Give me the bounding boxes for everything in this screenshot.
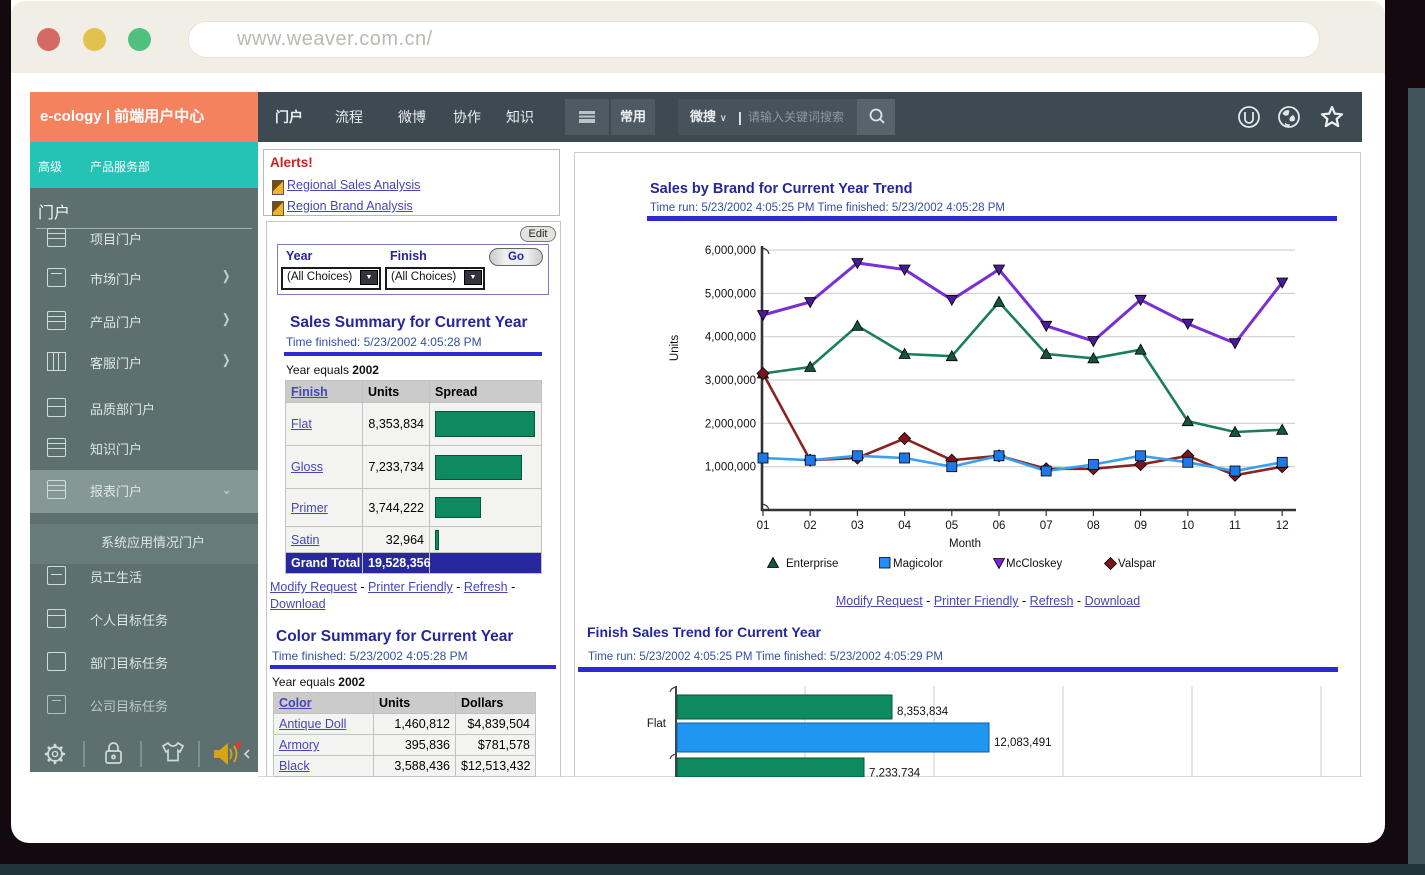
svg-text:08: 08 xyxy=(1087,520,1100,532)
svg-text:8,353,834: 8,353,834 xyxy=(897,706,949,718)
svg-text:12,083,491: 12,083,491 xyxy=(994,737,1052,749)
svg-text:7,233,734: 7,233,734 xyxy=(869,768,921,778)
svg-text:Valspar: Valspar xyxy=(1118,558,1156,570)
svg-text:12: 12 xyxy=(1276,520,1289,532)
svg-text:4,000,000: 4,000,000 xyxy=(705,332,756,344)
svg-text:Units: Units xyxy=(669,335,681,361)
svg-text:11: 11 xyxy=(1229,520,1241,532)
svg-text:McCloskey: McCloskey xyxy=(1006,558,1062,570)
svg-text:09: 09 xyxy=(1134,520,1147,532)
svg-text:06: 06 xyxy=(993,520,1006,532)
svg-text:01: 01 xyxy=(757,520,770,532)
svg-text:04: 04 xyxy=(898,520,911,532)
svg-text:10: 10 xyxy=(1181,520,1194,532)
svg-text:02: 02 xyxy=(804,520,817,532)
svg-text:5,000,000: 5,000,000 xyxy=(705,288,756,300)
svg-text:Flat: Flat xyxy=(647,718,667,730)
svg-text:03: 03 xyxy=(851,520,864,532)
svg-text:3,000,000: 3,000,000 xyxy=(705,375,756,387)
svg-text:2,000,000: 2,000,000 xyxy=(705,418,756,430)
svg-text:07: 07 xyxy=(1040,520,1053,532)
svg-text:Month: Month xyxy=(949,538,981,550)
svg-text:Magicolor: Magicolor xyxy=(893,558,943,570)
svg-text:1,000,000: 1,000,000 xyxy=(705,462,756,474)
svg-text:6,000,000: 6,000,000 xyxy=(705,245,756,257)
svg-text:Enterprise: Enterprise xyxy=(786,558,838,570)
svg-text:05: 05 xyxy=(945,520,958,532)
